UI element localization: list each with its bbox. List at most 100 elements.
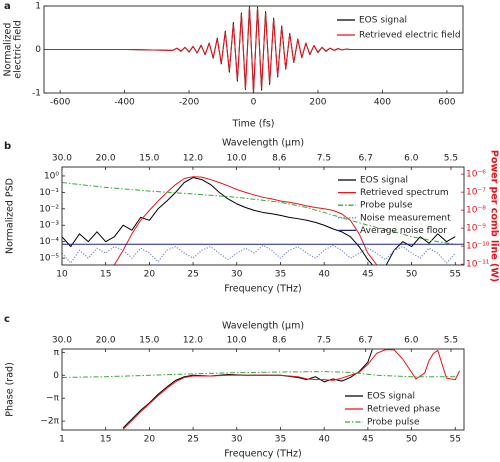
plot-area bbox=[62, 349, 461, 430]
panel-label: a bbox=[4, 1, 11, 12]
x-tick-label: 30 bbox=[231, 435, 243, 445]
x-tick-label: 55 bbox=[450, 270, 461, 280]
x2-tick-label: 15.0 bbox=[139, 154, 159, 164]
x-tick-label: 35 bbox=[275, 270, 286, 280]
x-tick-label: 600 bbox=[438, 98, 455, 108]
panel-label: c bbox=[4, 314, 10, 325]
x2-tick-label: 6.0 bbox=[404, 154, 419, 164]
y-tick-label: 10⁻² bbox=[39, 204, 59, 214]
x-tick-label: 25 bbox=[187, 435, 198, 445]
legend-label: Retrieved electric field bbox=[359, 31, 461, 41]
x-tick-label: 15 bbox=[100, 435, 111, 445]
legend-label: EOS signal bbox=[360, 176, 408, 186]
plot-area bbox=[62, 176, 464, 265]
x-tick-label: 45 bbox=[362, 435, 373, 445]
x2-tick-label: 7.5 bbox=[317, 154, 331, 164]
x2-tick-label: 15.0 bbox=[139, 336, 159, 346]
y2-tick-label: 10⁻⁸ bbox=[466, 206, 486, 216]
y-tick-label: 1 bbox=[35, 2, 41, 12]
axes-frame bbox=[61, 166, 465, 266]
axes-frame bbox=[61, 348, 465, 431]
x-tick-label: 20 bbox=[144, 435, 156, 445]
legend-label: Average noise floor bbox=[360, 226, 447, 236]
x-tick-label: 15 bbox=[100, 270, 111, 280]
y-tick-label: -1 bbox=[32, 89, 41, 99]
y-tick-label: 10⁻³ bbox=[39, 221, 59, 231]
x-tick-label: 1 bbox=[59, 435, 65, 445]
x-tick-label: 45 bbox=[362, 270, 373, 280]
x2-tick-label: 5.5 bbox=[444, 336, 458, 346]
y2-tick-label: 10⁻⁹ bbox=[466, 224, 486, 234]
legend-label: Probe pulse bbox=[360, 201, 413, 211]
panel: a -600 -400 -200 0 200 400 600 Time (fs) -1 0 1 Norm… bbox=[3, 1, 464, 130]
panel: b 10 15 20 25 30 35 40 45 50 55 Frequency (THz) 30.0… bbox=[4, 138, 500, 295]
x2-tick-label: 10.0 bbox=[227, 154, 247, 164]
y2-tick-label: 10⁻¹⁰ bbox=[466, 242, 490, 252]
x2-axis-title: Wavelength (μm) bbox=[222, 321, 304, 332]
x-tick-label: 55 bbox=[450, 435, 461, 445]
axes-frame bbox=[43, 5, 464, 94]
x2-tick-label: 30.0 bbox=[52, 336, 72, 346]
x2-tick-label: 30.0 bbox=[52, 154, 72, 164]
y-tick-label: −π bbox=[46, 394, 60, 404]
series-line bbox=[62, 181, 456, 245]
series-line bbox=[122, 349, 373, 429]
y-tick-label: 0 bbox=[53, 371, 59, 381]
x2-tick-label: 12.0 bbox=[183, 154, 203, 164]
series-line bbox=[62, 371, 456, 378]
x-axis-title: Frequency (THz) bbox=[224, 284, 301, 295]
x2-axis-title: Wavelength (μm) bbox=[222, 138, 304, 149]
plot-area bbox=[44, 6, 463, 93]
x-tick-label: 200 bbox=[309, 98, 326, 108]
y-tick-label: 10⁻¹ bbox=[39, 188, 59, 198]
x2-tick-label: 10.0 bbox=[227, 336, 247, 346]
legend-label: EOS signal bbox=[367, 392, 415, 402]
y-axis-title: Normalized bbox=[3, 23, 14, 77]
x2-tick-label: 6.7 bbox=[358, 154, 372, 164]
y-tick-label: 0 bbox=[35, 45, 41, 55]
panel-label: b bbox=[4, 141, 11, 152]
y-tick-label: π bbox=[54, 348, 60, 358]
y2-tick-label: 10⁻⁷ bbox=[466, 188, 486, 198]
x-tick-label: 40 bbox=[318, 435, 330, 445]
x-tick-label: 0 bbox=[251, 98, 257, 108]
y-tick-label: 10⁰ bbox=[44, 171, 59, 181]
x2-tick-label: 6.0 bbox=[404, 336, 419, 346]
series-line bbox=[44, 7, 463, 93]
legend-label: Noise measurement bbox=[360, 213, 451, 223]
y2-tick-label: 10⁻⁶ bbox=[466, 170, 486, 180]
x-tick-label: 50 bbox=[406, 435, 418, 445]
series-line bbox=[122, 349, 461, 430]
y-axis-title: electric field bbox=[13, 20, 24, 79]
x-tick-label: 35 bbox=[275, 435, 286, 445]
x2-tick-label: 7.5 bbox=[317, 336, 331, 346]
y2-axis-title: Power per comb line (W) bbox=[489, 150, 500, 282]
x-tick-label: 50 bbox=[406, 270, 418, 280]
panel: c 1 15 20 25 30 35 40 45 50 55 Frequency (THz) 30.0 2… bbox=[4, 314, 465, 460]
x-axis-title: Time (fs) bbox=[232, 119, 275, 130]
legend-label: Retrieved phase bbox=[367, 405, 441, 415]
legend-label: Retrieved spectrum bbox=[360, 188, 449, 198]
x2-tick-label: 12.0 bbox=[183, 336, 203, 346]
x2-tick-label: 20.0 bbox=[96, 336, 116, 346]
y2-tick-label: 10⁻¹¹ bbox=[466, 260, 490, 270]
x-tick-label: 25 bbox=[187, 270, 198, 280]
x2-tick-label: 8.6 bbox=[272, 154, 287, 164]
x-tick-label: 40 bbox=[318, 270, 330, 280]
series-line bbox=[62, 244, 456, 264]
legend-label: Probe pulse bbox=[367, 418, 420, 428]
legend-label: EOS signal bbox=[359, 16, 407, 26]
y-tick-label: −2π bbox=[40, 417, 59, 427]
x-tick-label: 10 bbox=[56, 270, 68, 280]
x-tick-label: -400 bbox=[114, 98, 135, 108]
y-axis-title: Phase (rad) bbox=[5, 362, 16, 417]
y-tick-label: 10⁻⁵ bbox=[39, 254, 59, 264]
y-axis-title: Normalized PSD bbox=[5, 178, 16, 254]
x2-tick-label: 5.5 bbox=[444, 154, 458, 164]
x-axis-title: Frequency (THz) bbox=[224, 449, 301, 460]
series-line bbox=[62, 177, 456, 265]
x2-tick-label: 20.0 bbox=[96, 154, 116, 164]
series-line bbox=[114, 176, 378, 265]
x-tick-label: 30 bbox=[231, 270, 243, 280]
